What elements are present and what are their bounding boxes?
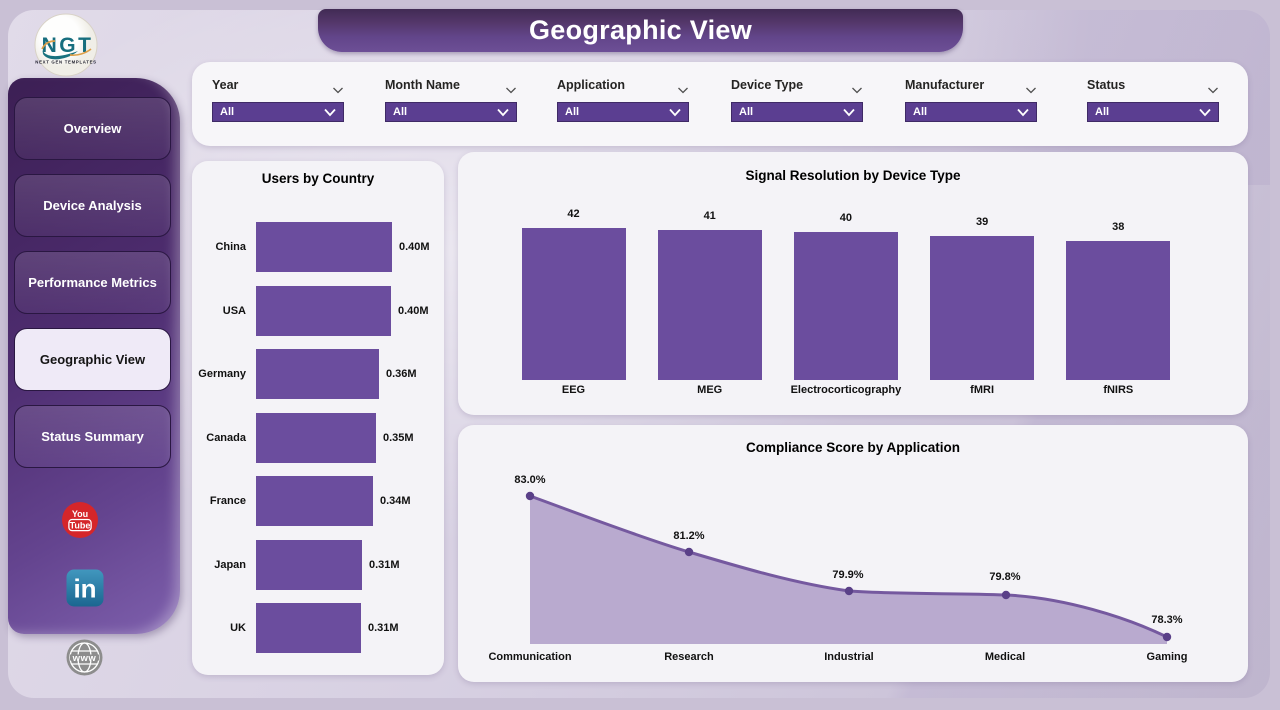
- svg-text:NEXT GEN TEMPLATES: NEXT GEN TEMPLATES: [35, 60, 96, 65]
- svg-text:You: You: [72, 509, 88, 519]
- svg-text:www: www: [72, 653, 97, 664]
- svg-text:Tube: Tube: [70, 520, 91, 530]
- svg-text:NGT: NGT: [42, 34, 94, 57]
- svg-text:in: in: [73, 574, 96, 604]
